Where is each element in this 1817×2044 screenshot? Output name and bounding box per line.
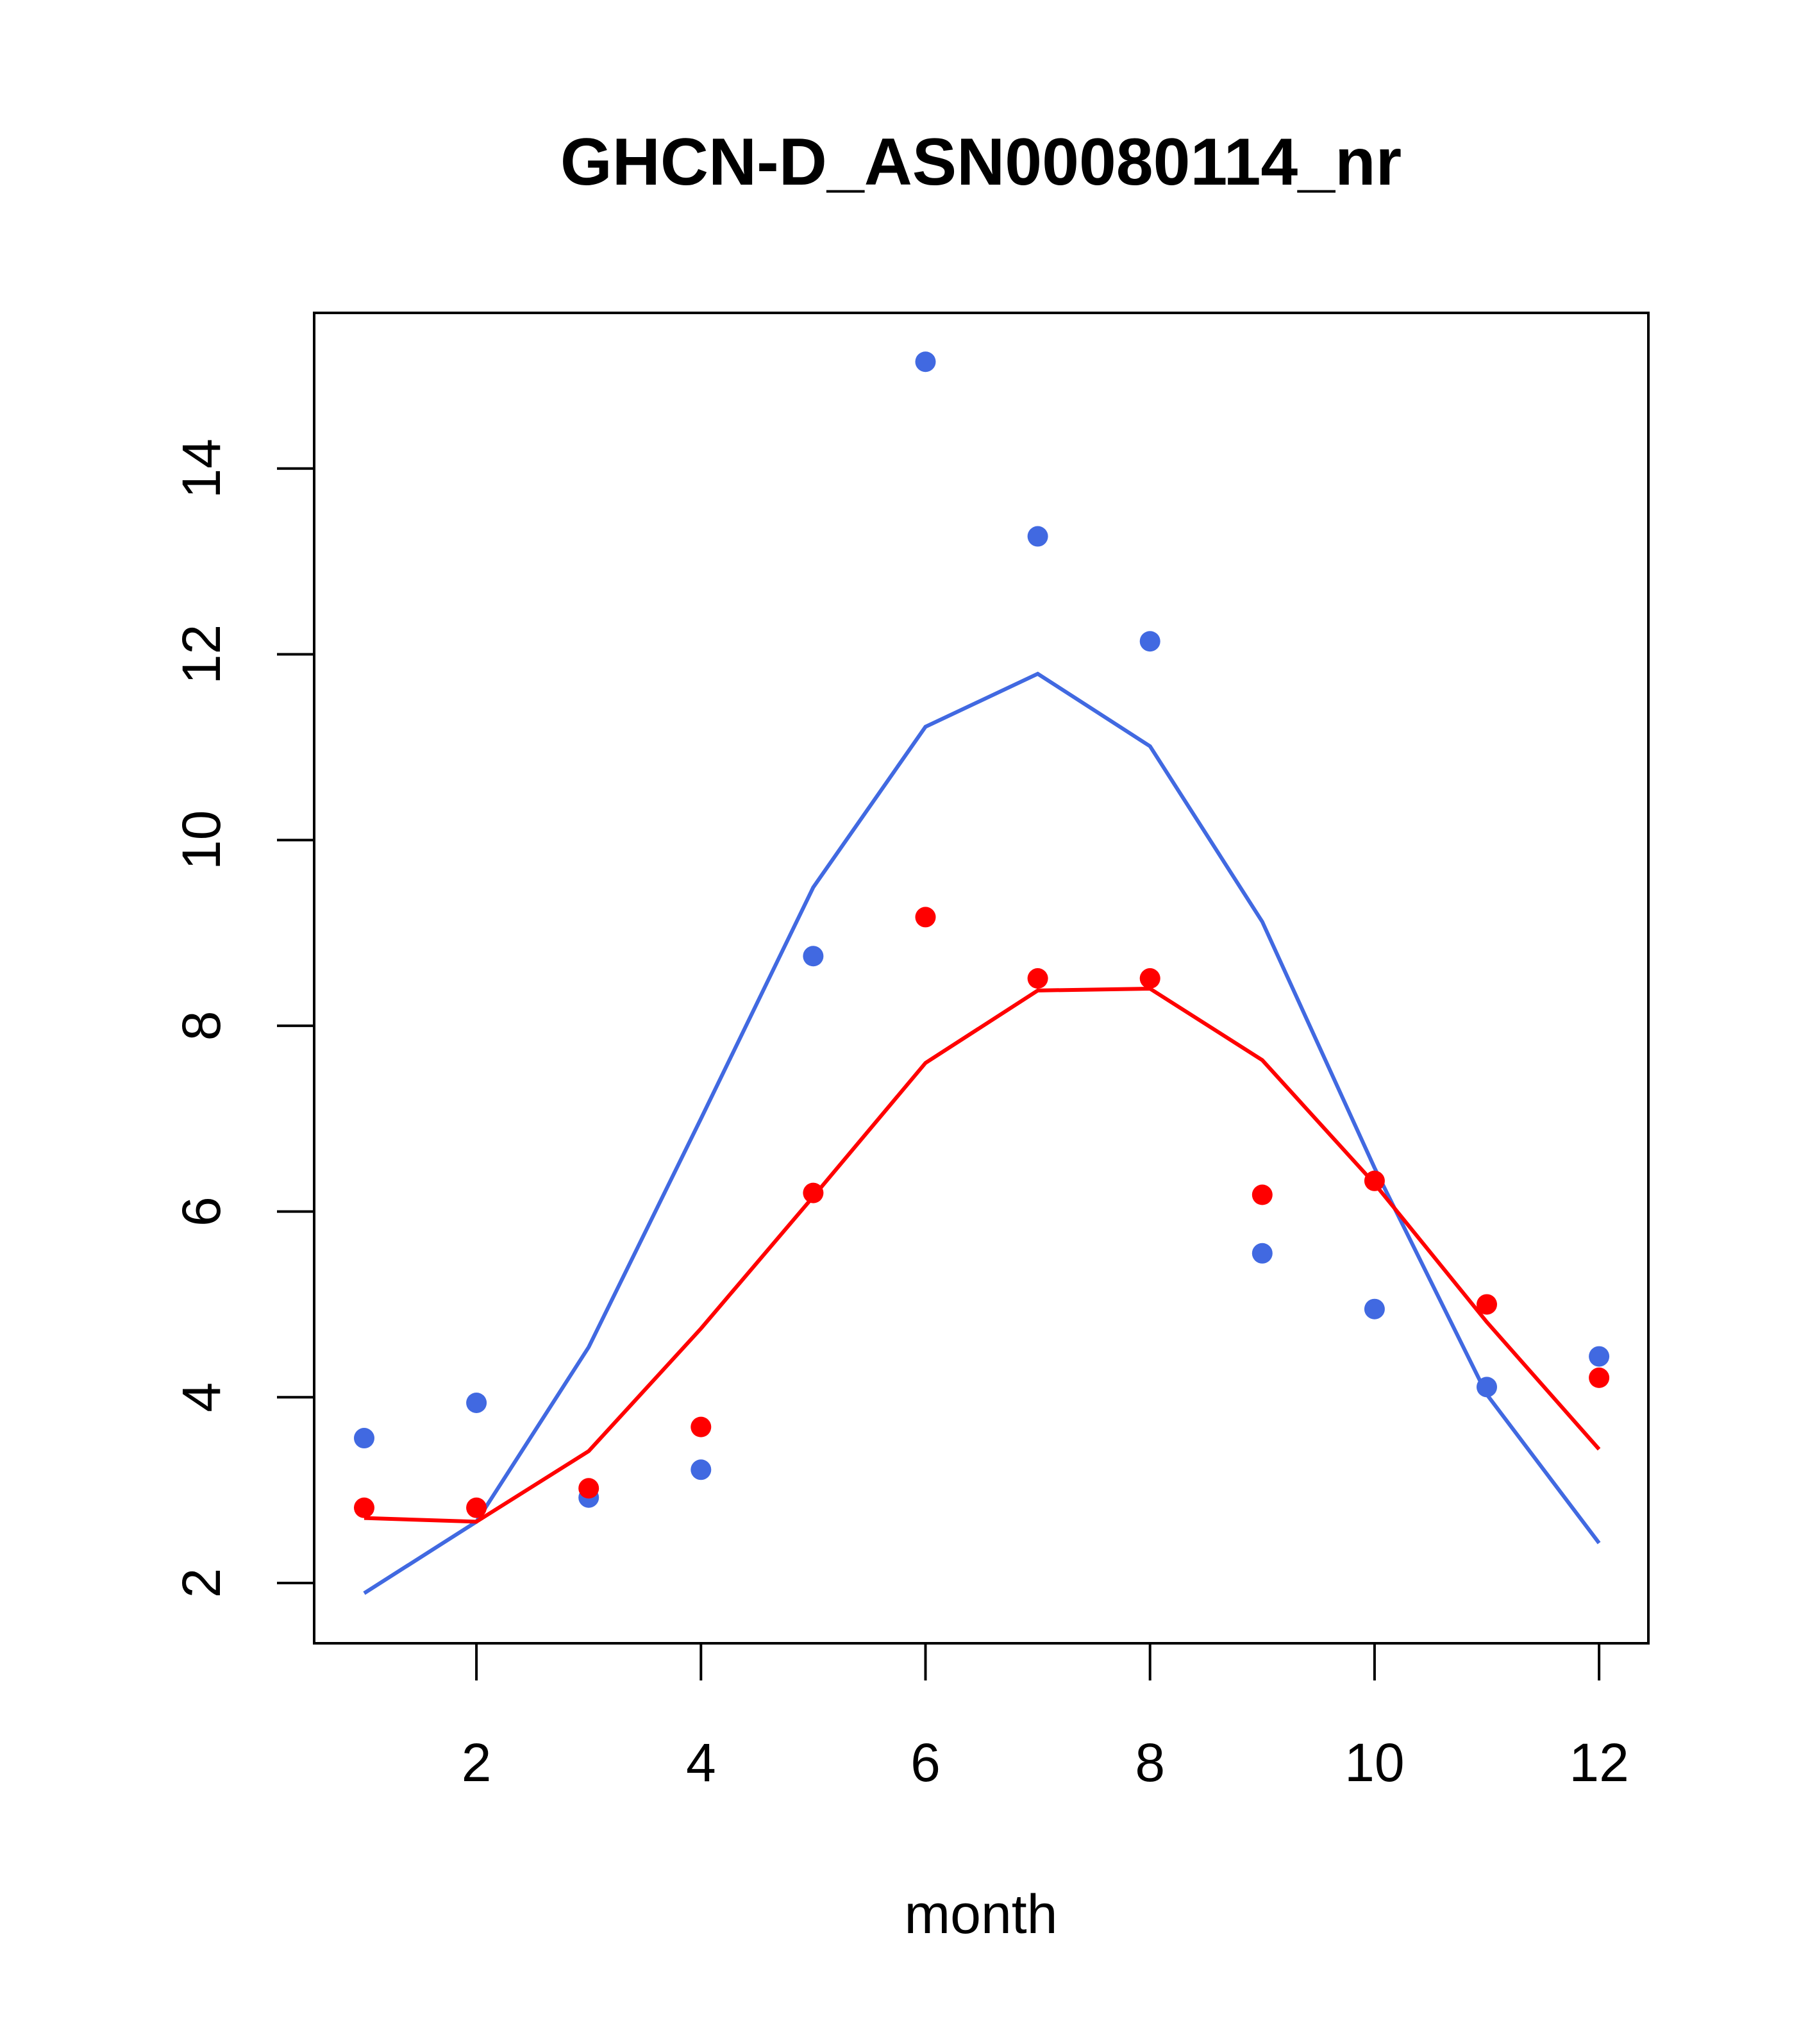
blue-point: [1477, 1377, 1497, 1398]
blue-point: [915, 351, 936, 373]
blue-point: [354, 1428, 374, 1449]
red-point: [354, 1497, 374, 1518]
y-tick-label: 2: [171, 1568, 231, 1598]
red-point: [1139, 968, 1160, 989]
blue-point: [1027, 526, 1048, 547]
red-point: [1364, 1170, 1385, 1191]
blue-point: [691, 1459, 712, 1480]
red-point: [691, 1416, 712, 1437]
red-point: [915, 907, 936, 928]
x-tick-label: 2: [462, 1732, 492, 1793]
x-axis: 2 4 6 8 10 12: [462, 1642, 1629, 1793]
series-layer: [354, 351, 1610, 1595]
blue-point: [1589, 1346, 1610, 1367]
x-tick-label: 8: [1135, 1732, 1165, 1793]
red-point: [1252, 1184, 1273, 1205]
x-axis-label: month: [904, 1884, 1057, 1945]
y-axis: 2 4 6 8 10 12 14: [171, 439, 315, 1598]
red-point: [466, 1497, 487, 1518]
y-tick-label: 8: [171, 1011, 231, 1041]
x-tick-label: 6: [910, 1732, 941, 1793]
x-tick-label: 4: [686, 1732, 716, 1793]
blue-point: [1139, 631, 1160, 652]
blue-point: [1364, 1298, 1385, 1319]
x-tick-label: 12: [1569, 1732, 1629, 1793]
red-point: [1027, 968, 1048, 989]
y-tick-label: 6: [171, 1196, 231, 1227]
blue-point: [1252, 1243, 1273, 1264]
red-line: [364, 986, 1601, 1524]
y-tick-label: 10: [171, 810, 231, 869]
y-tick-label: 4: [171, 1382, 231, 1412]
red-point: [1477, 1294, 1497, 1315]
x-tick-label: 10: [1344, 1732, 1404, 1793]
blue-point: [466, 1392, 487, 1413]
y-tick-label: 14: [171, 439, 231, 498]
red-point: [578, 1478, 599, 1499]
blue-point: [803, 946, 824, 967]
red-point: [803, 1182, 824, 1203]
red-point: [1589, 1367, 1610, 1388]
chart-title: GHCN-D_ASN00080114_nr: [560, 125, 1402, 199]
y-tick-label: 12: [171, 624, 231, 684]
